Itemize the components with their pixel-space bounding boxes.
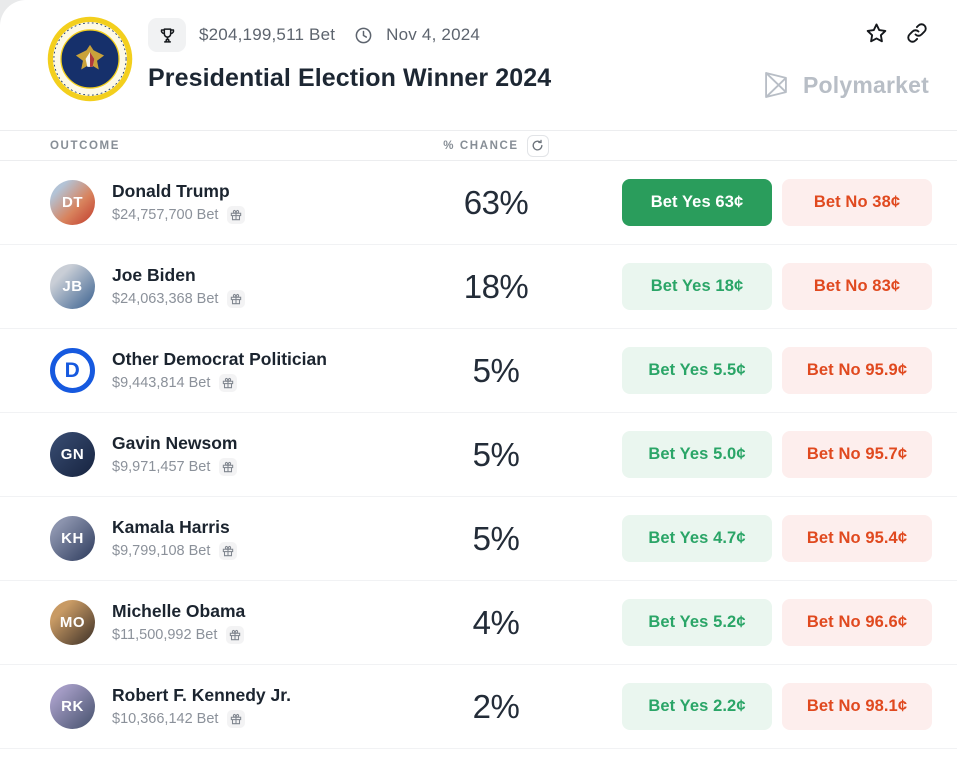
avatar-michelle-obama: MO [50, 600, 95, 645]
outcome-chance: 5% [472, 519, 520, 557]
gift-rewards-icon [219, 458, 238, 476]
bet-no-button[interactable]: Bet No 96.6¢ [782, 599, 932, 646]
bet-yes-button[interactable]: Bet Yes 5.2¢ [622, 599, 772, 646]
outcome-chance: 63% [463, 183, 529, 221]
market-end-date: Nov 4, 2024 [386, 25, 481, 44]
outcome-bet-amount: $10,366,142 Bet [112, 711, 219, 727]
page-title: Presidential Election Winner 2024 [148, 64, 552, 92]
gift-rewards-icon [219, 374, 238, 392]
avatar-rfk-jr: RK [50, 684, 95, 729]
outcome-row-michelle-obama: MO Michelle Obama $11,500,992 Bet 4% Bet… [0, 581, 957, 665]
outcome-name: Gavin Newsom [112, 433, 238, 453]
bet-yes-button[interactable]: Bet Yes 2.2¢ [622, 683, 772, 730]
outcome-chance: 2% [472, 687, 520, 725]
outcome-row-other-democrat: D Other Democrat Politician $9,443,814 B… [0, 329, 957, 413]
bet-yes-button[interactable]: Bet Yes 5.5¢ [622, 347, 772, 394]
copy-link-icon[interactable] [905, 21, 929, 46]
outcome-row-donald-trump: DT Donald Trump $24,757,700 Bet 63% Bet … [0, 161, 957, 245]
outcome-name: Other Democrat Politician [112, 349, 327, 369]
avatar-kamala-harris: KH [50, 516, 95, 561]
bet-yes-button[interactable]: Bet Yes 5.0¢ [622, 431, 772, 478]
outcome-row-kamala-harris: KH Kamala Harris $9,799,108 Bet 5% Bet Y… [0, 497, 957, 581]
bet-yes-button[interactable]: Bet Yes 18¢ [622, 263, 772, 310]
gift-rewards-icon [227, 290, 246, 308]
trophy-icon [148, 18, 186, 52]
clock-icon [354, 26, 373, 45]
polymarket-brand-link[interactable]: Polymarket [759, 68, 929, 102]
outcome-row-joe-biden: JB Joe Biden $24,063,368 Bet 18% Bet Yes… [0, 245, 957, 329]
header-actions [864, 21, 929, 46]
outcome-chance: 4% [472, 603, 520, 641]
polymarket-logo-icon [765, 72, 787, 98]
polymarket-brand-name: Polymarket [802, 71, 929, 98]
avatar-joe-biden: JB [50, 264, 95, 309]
bet-no-button[interactable]: Bet No 95.4¢ [782, 515, 932, 562]
gift-rewards-icon [227, 710, 246, 728]
bet-no-button[interactable]: Bet No 98.1¢ [782, 683, 932, 730]
avatar-democrat-logo: D [50, 348, 95, 393]
outcome-row-rfk-jr: RK Robert F. Kennedy Jr. $10,366,142 Bet… [0, 665, 957, 749]
outcome-name: Kamala Harris [112, 517, 230, 537]
outcome-bet-amount: $9,799,108 Bet [112, 543, 211, 559]
presidential-seal-logo [47, 16, 133, 102]
column-chance-label: % CHANCE [443, 139, 519, 152]
total-bet-amount: $204,199,511 Bet [199, 25, 336, 44]
outcome-row-gavin-newsom: GN Gavin Newsom $9,971,457 Bet 5% Bet Ye… [0, 413, 957, 497]
avatar-donald-trump: DT [50, 180, 95, 225]
outcome-name: Donald Trump [112, 181, 230, 201]
outcome-bet-amount: $24,063,368 Bet [112, 291, 219, 307]
table-column-headers: OUTCOME % CHANCE [0, 130, 957, 161]
bet-no-button[interactable]: Bet No 95.7¢ [782, 431, 932, 478]
bet-no-button[interactable]: Bet No 38¢ [782, 179, 932, 226]
outcome-chance: 5% [472, 351, 520, 389]
outcome-chance: 5% [472, 435, 520, 473]
outcome-name: Joe Biden [112, 265, 196, 285]
bet-no-button[interactable]: Bet No 95.9¢ [782, 347, 932, 394]
gift-rewards-icon [227, 206, 246, 224]
market-header: $204,199,511 Bet Nov 4, 2024 Presidentia… [0, 0, 957, 130]
outcome-bet-amount: $9,971,457 Bet [112, 459, 211, 475]
bet-yes-button[interactable]: Bet Yes 4.7¢ [622, 515, 772, 562]
market-meta: $204,199,511 Bet Nov 4, 2024 [148, 17, 480, 53]
outcome-chance: 18% [463, 267, 529, 305]
outcome-bet-amount: $9,443,814 Bet [112, 375, 211, 391]
refresh-icon[interactable] [526, 134, 549, 157]
avatar-gavin-newsom: GN [50, 432, 95, 477]
bet-yes-button[interactable]: Bet Yes 63¢ [622, 179, 772, 226]
column-outcome-label: OUTCOME [50, 139, 120, 152]
outcome-bet-amount: $11,500,992 Bet [112, 627, 218, 643]
outcome-name: Michelle Obama [112, 601, 246, 621]
star-favorite-icon[interactable] [864, 21, 889, 46]
outcome-bet-amount: $24,757,700 Bet [112, 207, 219, 223]
gift-rewards-icon [226, 626, 245, 644]
outcome-name: Robert F. Kennedy Jr. [112, 685, 291, 705]
bet-no-button[interactable]: Bet No 83¢ [782, 263, 932, 310]
gift-rewards-icon [219, 542, 238, 560]
